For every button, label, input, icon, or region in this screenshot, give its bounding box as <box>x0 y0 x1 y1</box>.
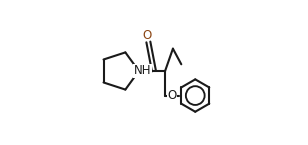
Text: NH: NH <box>133 65 151 77</box>
Text: O: O <box>142 29 151 42</box>
Text: O: O <box>168 89 177 102</box>
